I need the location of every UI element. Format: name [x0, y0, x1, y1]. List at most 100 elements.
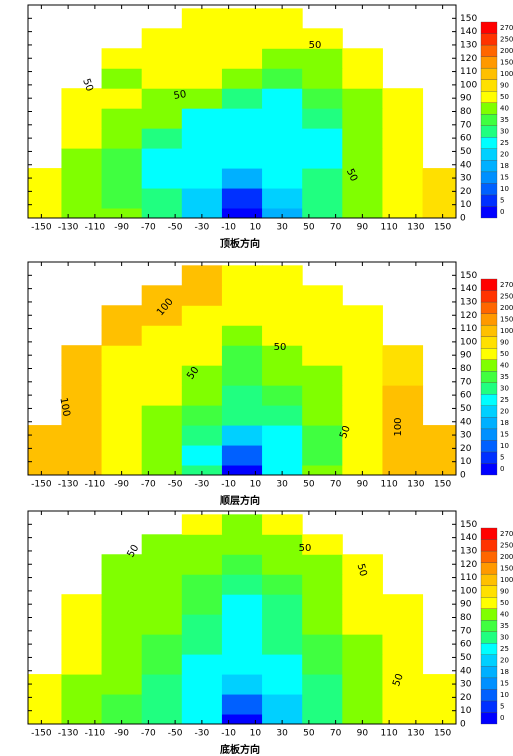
contour-label: 50 — [355, 563, 369, 578]
contour-cell — [262, 265, 303, 286]
contour-cell — [382, 614, 424, 635]
y-tick-label: 110 — [460, 67, 477, 77]
contour-cell — [101, 128, 143, 149]
colorbar-label: 90 — [500, 81, 509, 89]
contour-cell — [342, 208, 383, 218]
colorbar-swatch — [480, 440, 498, 453]
y-tick-label: 40 — [460, 160, 472, 170]
contour-label: 50 — [391, 672, 406, 688]
colorbar-label: 90 — [500, 338, 509, 346]
contour-cell — [101, 405, 143, 426]
contour-cell — [101, 325, 143, 346]
contour-cell — [262, 305, 303, 326]
contour-cell — [61, 108, 103, 129]
x-tick-label: 90 — [357, 729, 369, 739]
colorbar-swatch — [480, 336, 498, 349]
contour-cell — [141, 108, 183, 129]
contour-cell — [302, 534, 343, 555]
contour-cell — [262, 465, 303, 475]
colorbar-label: 250 — [500, 292, 513, 300]
colorbar-label: 30 — [500, 128, 509, 136]
contour-cell — [101, 168, 143, 189]
contour-cell — [302, 108, 343, 129]
contour-cell — [342, 48, 383, 69]
contour-cell — [61, 674, 103, 695]
contour-cell — [101, 674, 143, 695]
colorbar-swatch — [480, 527, 498, 540]
x-tick-label: 70 — [330, 729, 342, 739]
contour-cell — [221, 48, 263, 69]
colorbar-swatch — [480, 573, 498, 586]
contour-cell — [422, 465, 456, 475]
colorbar-swatch — [480, 290, 498, 303]
contour-cell — [28, 445, 62, 466]
contour-cell — [342, 128, 383, 149]
x-tick-label: -70 — [141, 223, 156, 233]
colorbar-swatch — [480, 654, 498, 667]
colorbar-label: 200 — [500, 304, 513, 312]
contour-cell — [181, 425, 223, 446]
contour-label: 100 — [57, 397, 71, 418]
contour-cell — [262, 285, 303, 306]
colorbar-label: 250 — [500, 541, 513, 549]
contour-cell — [262, 385, 303, 406]
colorbar-swatch — [480, 463, 498, 476]
contour-cell — [221, 128, 263, 149]
contour-cell — [342, 614, 383, 635]
contour-cell — [262, 148, 303, 169]
contour-cell — [141, 594, 183, 615]
contour-cell — [221, 714, 263, 724]
contour-cell — [61, 405, 103, 426]
contour-cell — [181, 694, 223, 715]
colorbar-label: 5 — [500, 703, 504, 711]
y-tick-label: 20 — [460, 187, 472, 197]
x-tick-label: 30 — [276, 480, 288, 490]
y-tick-label: 30 — [460, 431, 472, 441]
contour-cell — [382, 405, 424, 426]
contour-cell — [101, 425, 143, 446]
x-tick-label: 70 — [330, 480, 342, 490]
contour-cell — [28, 425, 62, 446]
contour-cell — [221, 265, 263, 286]
x-tick-label: 30 — [276, 729, 288, 739]
contour-cell — [101, 445, 143, 466]
contour-label: 50 — [338, 424, 353, 440]
contour-cell — [61, 594, 103, 615]
contour-cell — [262, 714, 303, 724]
x-tick-label: -50 — [168, 480, 183, 490]
contour-cell — [342, 445, 383, 466]
colorbar-swatch — [480, 148, 498, 161]
contour-cell — [221, 465, 263, 475]
colorbar-label: 10 — [500, 185, 509, 193]
y-tick-label: 10 — [460, 706, 472, 716]
y-tick-label: 70 — [460, 120, 472, 130]
y-tick-label: 0 — [460, 214, 466, 224]
contour-cell — [221, 694, 263, 715]
colorbar-label: 50 — [500, 93, 509, 101]
x-tick-label: -10 — [221, 480, 236, 490]
colorbar-label: 35 — [500, 116, 509, 124]
x-tick-label: -130 — [58, 480, 79, 490]
colorbar-swatch — [480, 160, 498, 173]
contour-cell — [28, 465, 62, 475]
x-tick-label: -50 — [168, 729, 183, 739]
contour-cell — [422, 714, 456, 724]
contour-cell — [262, 674, 303, 695]
contour-cell — [302, 445, 343, 466]
colorbar-label: 150 — [500, 315, 513, 323]
colorbar-label: 20 — [500, 657, 509, 665]
contour-cell — [181, 325, 223, 346]
y-tick-label: 140 — [460, 533, 477, 543]
contour-cell — [382, 365, 424, 386]
contour-cell — [101, 634, 143, 655]
colorbar-swatch — [480, 428, 498, 441]
contour-cell — [141, 148, 183, 169]
colorbar-swatch — [480, 631, 498, 644]
contour-cell — [262, 514, 303, 535]
contour-cell — [181, 674, 223, 695]
contour-cell — [221, 385, 263, 406]
contour-cell — [302, 365, 343, 386]
x-tick-label: -90 — [114, 480, 129, 490]
contour-field — [28, 265, 456, 475]
contour-cell — [181, 108, 223, 129]
